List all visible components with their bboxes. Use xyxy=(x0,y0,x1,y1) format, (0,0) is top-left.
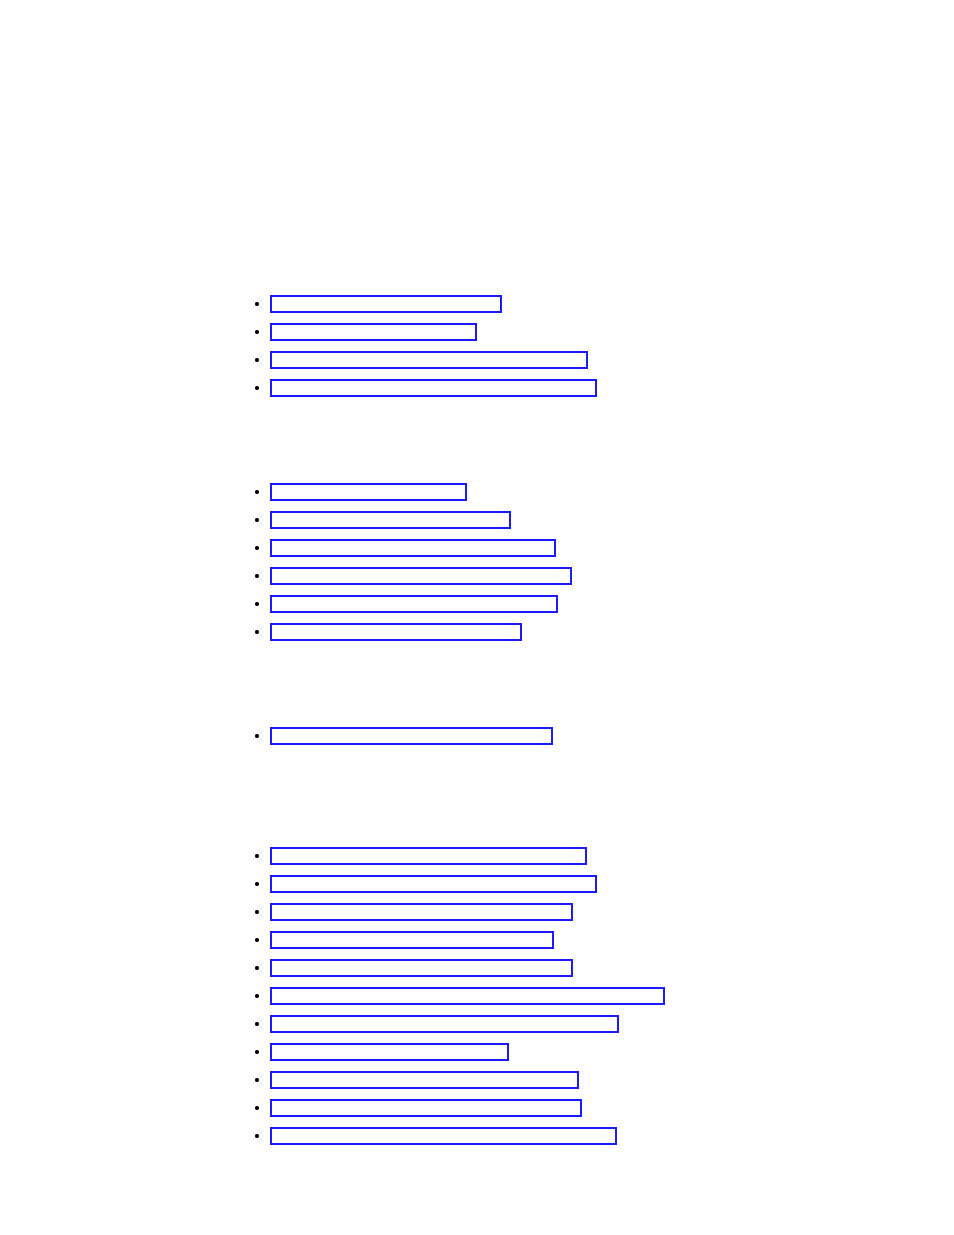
bar-rect xyxy=(270,539,556,557)
bar-rect xyxy=(270,1071,579,1089)
bar-item xyxy=(270,727,850,745)
bar-rect xyxy=(270,379,597,397)
bar-list xyxy=(250,847,850,1145)
bar-rect xyxy=(270,323,477,341)
bar-rect xyxy=(270,1015,619,1033)
bar-item xyxy=(270,987,850,1005)
bar-item xyxy=(270,379,850,397)
bar-rect xyxy=(270,959,573,977)
bar-rect xyxy=(270,875,597,893)
bar-item xyxy=(270,1043,850,1061)
bar-item xyxy=(270,1071,850,1089)
bar-item xyxy=(270,295,850,313)
bar-item xyxy=(270,931,850,949)
bar-item xyxy=(270,351,850,369)
bar-rect xyxy=(270,1099,582,1117)
bar-rect xyxy=(270,567,572,585)
bar-rect xyxy=(270,903,573,921)
bar-group-1 xyxy=(250,295,850,397)
bar-item xyxy=(270,875,850,893)
bar-item xyxy=(270,847,850,865)
bar-group-3 xyxy=(250,727,850,745)
bar-list xyxy=(250,483,850,641)
bar-rect xyxy=(270,931,554,949)
bar-item xyxy=(270,959,850,977)
bar-item xyxy=(270,595,850,613)
bar-rect xyxy=(270,511,511,529)
bar-item xyxy=(270,567,850,585)
bar-rect xyxy=(270,847,587,865)
bar-list xyxy=(250,727,850,745)
bar-item xyxy=(270,511,850,529)
bar-rect xyxy=(270,623,522,641)
bar-rect xyxy=(270,1127,617,1145)
bar-rect xyxy=(270,595,558,613)
bar-item xyxy=(270,1127,850,1145)
bar-list xyxy=(250,295,850,397)
bar-rect xyxy=(270,987,665,1005)
bar-rect xyxy=(270,351,588,369)
bar-rect xyxy=(270,727,553,745)
bar-item xyxy=(270,539,850,557)
bar-rect xyxy=(270,483,467,501)
bar-item xyxy=(270,323,850,341)
bar-item xyxy=(270,1015,850,1033)
bar-rect xyxy=(270,1043,509,1061)
bar-group-4 xyxy=(250,847,850,1145)
bar-item xyxy=(270,483,850,501)
bar-item xyxy=(270,903,850,921)
bar-item xyxy=(270,623,850,641)
page-canvas xyxy=(0,0,954,1235)
bar-rect xyxy=(270,295,502,313)
bar-group-2 xyxy=(250,483,850,641)
bar-item xyxy=(270,1099,850,1117)
